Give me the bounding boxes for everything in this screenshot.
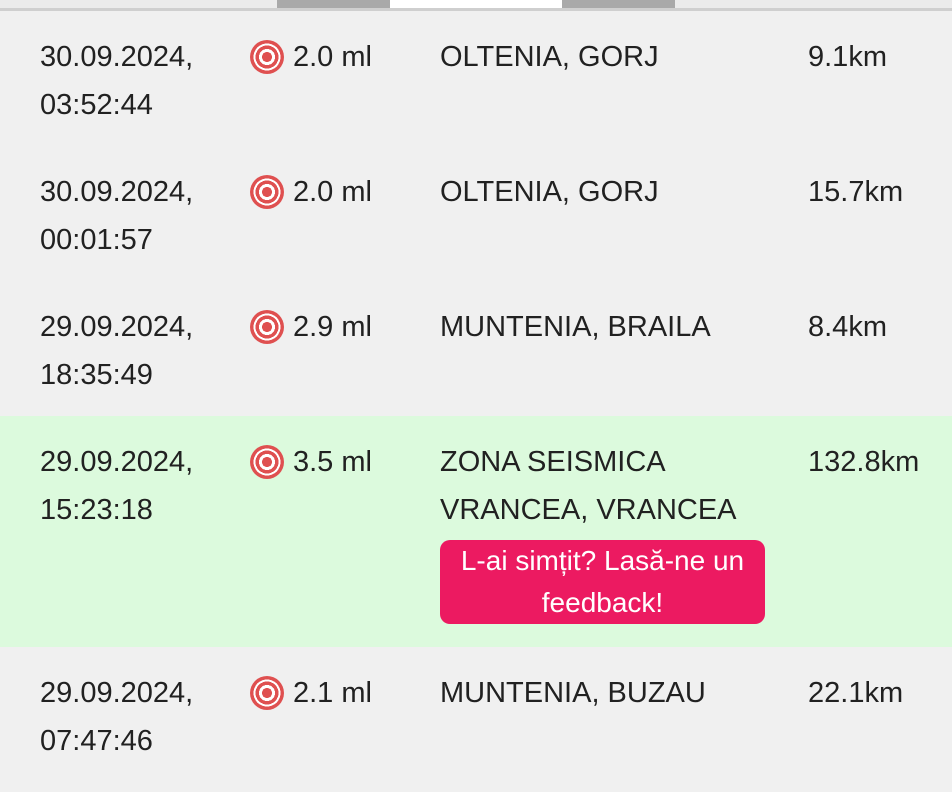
magnitude-cell: 2.9 ml — [250, 303, 440, 351]
earthquake-row[interactable]: 29.09.2024, 18:35:49 2.9 ml MUNTENIA, BR… — [0, 281, 952, 416]
divider — [0, 8, 952, 11]
clipped-tab-strip — [0, 0, 952, 8]
magnitude-cell: 2.0 ml — [250, 33, 440, 81]
event-location-text: ZONA SEISMICA VRANCEA, VRANCEA — [440, 446, 737, 526]
event-time: 07:47:46 — [40, 725, 153, 757]
tab-fragment — [277, 0, 390, 8]
event-datetime: 29.09.2024, 18:35:49 — [40, 303, 250, 399]
event-date: 29.09.2024, — [40, 446, 194, 478]
event-location: MUNTENIA, BUZAU — [440, 677, 706, 709]
magnitude-cell: 2.1 ml — [250, 669, 440, 717]
event-location: OLTENIA, GORJ — [440, 176, 659, 208]
event-datetime: 30.09.2024, 03:52:44 — [40, 33, 250, 129]
earthquake-list: 30.09.2024, 03:52:44 2.0 ml OLTENIA, GOR… — [0, 11, 952, 782]
event-location: OLTENIA, GORJ — [440, 41, 659, 73]
bullseye-icon — [250, 445, 284, 479]
event-time: 00:01:57 — [40, 224, 153, 256]
magnitude-value: 2.0 ml — [293, 176, 372, 208]
event-depth: 22.1km — [808, 677, 904, 709]
magnitude-value: 2.0 ml — [293, 41, 372, 73]
event-depth: 132.8km — [808, 446, 920, 478]
event-date: 30.09.2024, — [40, 176, 194, 208]
earthquake-row[interactable]: 30.09.2024, 03:52:44 2.0 ml OLTENIA, GOR… — [0, 11, 952, 146]
event-date: 29.09.2024, — [40, 677, 194, 709]
bullseye-icon — [250, 310, 284, 344]
magnitude-cell: 2.0 ml — [250, 168, 440, 216]
feedback-button[interactable]: L-ai simțit? Lasă-ne un feedback! — [440, 540, 765, 624]
magnitude-value: 2.1 ml — [293, 677, 372, 709]
event-depth: 9.1km — [808, 41, 887, 73]
bullseye-icon — [250, 676, 284, 710]
earthquake-row[interactable]: 29.09.2024, 07:47:46 2.1 ml MUNTENIA, BU… — [0, 647, 952, 782]
earthquake-row-highlighted[interactable]: 29.09.2024, 15:23:18 3.5 ml ZONA SEISMIC… — [0, 416, 952, 647]
event-datetime: 29.09.2024, 07:47:46 — [40, 669, 250, 765]
tab-fragment-active — [390, 0, 562, 8]
event-depth: 8.4km — [808, 311, 887, 343]
event-datetime: 30.09.2024, 00:01:57 — [40, 168, 250, 264]
event-location: MUNTENIA, BRAILA — [440, 311, 711, 343]
event-depth: 15.7km — [808, 176, 904, 208]
event-datetime: 29.09.2024, 15:23:18 — [40, 438, 250, 534]
bullseye-icon — [250, 40, 284, 74]
event-time: 03:52:44 — [40, 89, 153, 121]
magnitude-value: 3.5 ml — [293, 446, 372, 478]
magnitude-cell: 3.5 ml — [250, 438, 440, 486]
event-time: 18:35:49 — [40, 359, 153, 391]
tab-fragment — [562, 0, 675, 8]
magnitude-value: 2.9 ml — [293, 311, 372, 343]
event-location: ZONA SEISMICA VRANCEA, VRANCEA L-ai simț… — [440, 438, 808, 624]
earthquake-row[interactable]: 30.09.2024, 00:01:57 2.0 ml OLTENIA, GOR… — [0, 146, 952, 281]
event-date: 29.09.2024, — [40, 311, 194, 343]
event-date: 30.09.2024, — [40, 41, 194, 73]
bullseye-icon — [250, 175, 284, 209]
event-time: 15:23:18 — [40, 494, 153, 526]
